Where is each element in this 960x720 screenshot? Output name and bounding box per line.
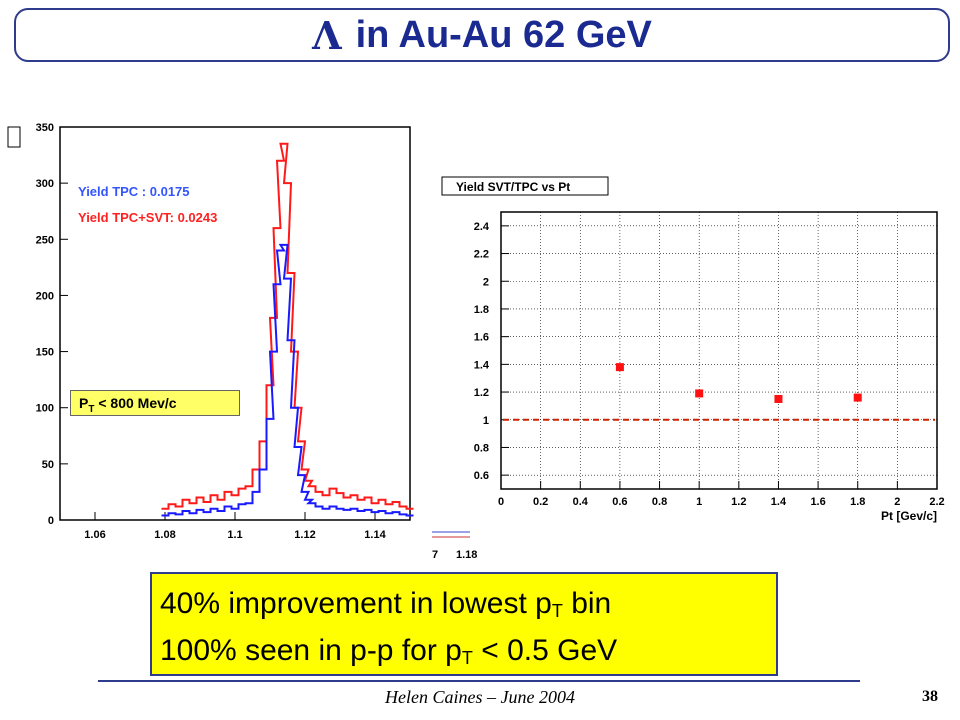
- histogram-y-tick-label: 300: [36, 178, 54, 190]
- invariant-mass-histogram: 0 50 100 150 200 250 300 350 1.06 1.08 1.1 1.12 1.1…: [7, 122, 414, 541]
- histogram-y-tick-label: 50: [42, 459, 54, 471]
- histogram-y-tick-label: 350: [36, 122, 54, 134]
- histogram-y-tick-label: 200: [36, 290, 54, 302]
- ratio-x-tick-label: 0.8: [652, 496, 667, 508]
- fragment-tick: 1.18: [456, 549, 477, 561]
- annotation-line-1-sub: T: [551, 601, 563, 621]
- lambda-symbol: Λ: [312, 12, 342, 58]
- ratio-x-tick-label: 2: [894, 496, 900, 508]
- histogram-frame-fragment: [7, 126, 21, 148]
- ratio-y-tick-label: 1.4: [474, 359, 490, 371]
- title-text: in Au-Au 62 GeV: [355, 13, 652, 56]
- ratio-y-tick-label: 1.2: [474, 387, 489, 399]
- annotation-box: 40% improvement in lowest pT bin 100% se…: [150, 572, 778, 676]
- fragment-bg: [432, 528, 484, 564]
- annotation-line-1-post: bin: [562, 587, 612, 620]
- annotation-line-2-post: < 0.5 GeV: [472, 634, 618, 667]
- histogram-y-tick-label: 0: [48, 515, 54, 527]
- ratio-frame: [500, 211, 938, 490]
- histogram-series-tpc: [161, 243, 414, 517]
- pt-label-pre: P: [79, 395, 89, 411]
- footer-author: Helen Caines – June 2004: [385, 687, 575, 707]
- ratio-x-tick-label: 0.2: [533, 496, 548, 508]
- annotation-line-2-text: 100% seen in p-p for p: [160, 634, 462, 667]
- histogram-y-tick-label: 100: [36, 403, 54, 415]
- histogram-y-tick-label: 150: [36, 347, 54, 359]
- ratio-x-axis-label: Pt [Gev/c]: [881, 509, 937, 523]
- ratio-x-tick-label: 2.2: [929, 496, 944, 508]
- histogram-x-tick-label: 1.14: [364, 529, 386, 541]
- pt-label-sub: T: [88, 403, 95, 415]
- ratio-y-tick-label: 1: [483, 415, 489, 427]
- footer-divider: [98, 680, 860, 682]
- ratio-y-tick-label: 1.6: [474, 332, 489, 344]
- ratio-x-tick-label: 1.6: [810, 496, 825, 508]
- histogram-y-tick-label: 250: [36, 234, 54, 246]
- histogram-series-tpc-svt: [161, 142, 414, 510]
- ratio-title-box: [441, 176, 609, 196]
- ratio-plot: Yield SVT/TPC vs Pt 0.6 0.8 1 1.2 1.4 1.6 1.8 2…: [441, 176, 945, 523]
- stat-yield-tpc-svt: Yield TPC+SVT: 0.0243: [78, 210, 217, 225]
- ratio-x-tick-label: 1.2: [731, 496, 746, 508]
- ratio-y-tick-label: 2: [483, 276, 489, 288]
- ratio-x-tick-label: 0: [498, 496, 504, 508]
- ratio-x-tick-label: 1.8: [850, 496, 865, 508]
- ratio-data-point: [774, 394, 783, 403]
- histogram-x-tick-label: 1.06: [84, 529, 105, 541]
- ratio-y-tick-label: 1.8: [474, 304, 489, 316]
- annotation-line-1-text: 40% improvement in lowest p: [160, 587, 552, 620]
- histogram-x-tick-label: 1.08: [154, 529, 175, 541]
- hidden-plot-fragment: 7 1.18: [432, 528, 484, 564]
- histogram-x-tick-label: 1.12: [294, 529, 315, 541]
- title-box: Λ in Au-Au 62 GeV: [14, 8, 950, 62]
- ratio-y-tick-label: 2.2: [474, 249, 489, 261]
- ratio-title: Yield SVT/TPC vs Pt: [456, 180, 570, 194]
- page-number: 38: [922, 688, 938, 705]
- fragment-tick: 7: [432, 549, 438, 561]
- histogram-frame: [59, 126, 411, 521]
- histogram-x-tick-label: 1.1: [227, 529, 242, 541]
- ratio-data-point: [695, 389, 704, 398]
- ratio-data-point: [615, 363, 624, 372]
- stat-yield-tpc: Yield TPC : 0.0175: [78, 184, 190, 199]
- ratio-y-tick-label: 2.4: [474, 221, 490, 233]
- ratio-x-tick-label: 0.4: [573, 496, 589, 508]
- ratio-x-tick-label: 1: [696, 496, 702, 508]
- annotation-line-2-sub: T: [461, 648, 473, 668]
- ratio-y-tick-label: 0.6: [474, 470, 489, 482]
- ratio-x-tick-label: 0.6: [612, 496, 627, 508]
- annotation-line-2: 100% seen in p-p for pT < 0.5 GeV: [160, 631, 768, 678]
- ratio-data-point: [853, 393, 862, 402]
- ratio-x-tick-label: 1.4: [771, 496, 787, 508]
- annotation-line-1: 40% improvement in lowest pT bin: [160, 584, 768, 631]
- ratio-y-tick-label: 0.8: [474, 442, 489, 454]
- slide-title: Λ in Au-Au 62 GeV: [16, 10, 948, 60]
- pt-label-post: < 800 Mev/c: [94, 395, 177, 411]
- pt-cut-label: PT < 800 Mev/c: [70, 390, 240, 416]
